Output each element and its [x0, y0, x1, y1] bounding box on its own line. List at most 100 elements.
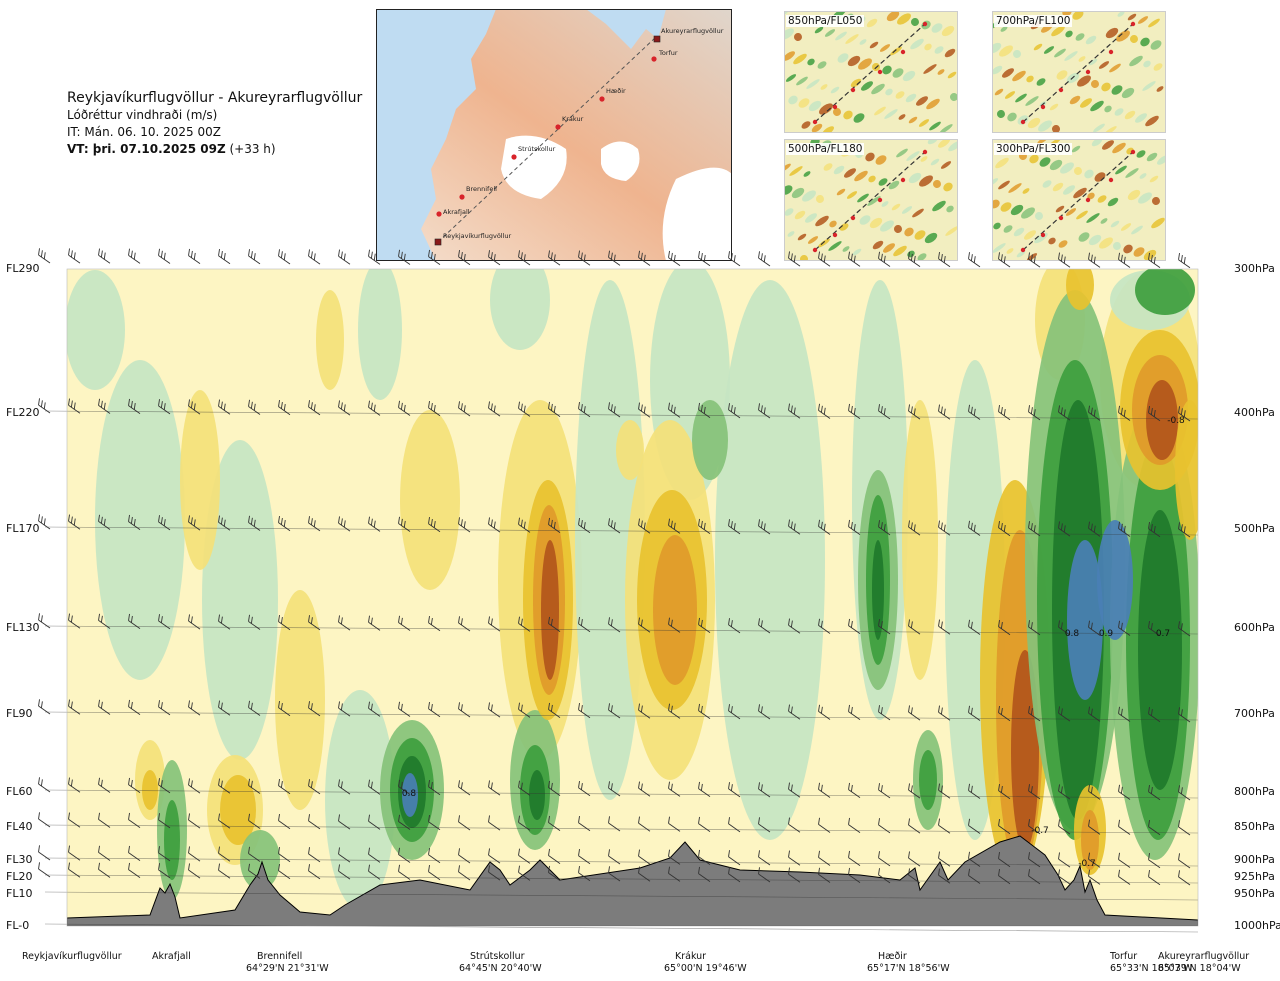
thumb-contour [1036, 78, 1046, 86]
thumb-contour [1150, 40, 1162, 50]
thumb-contour [819, 103, 833, 115]
valid-time-bold: VT: þri. 07.10.2025 09Z [67, 142, 226, 156]
wind-barb [1088, 819, 1101, 835]
thumb-contour [785, 51, 795, 61]
thumb-waypoint [1130, 21, 1136, 27]
thumb-850[interactable]: 850hPa/FL050 [784, 11, 958, 133]
wind-barb [758, 817, 771, 833]
pressure-tick-400hpa: 400hPa [1234, 406, 1275, 419]
thumb-contour [1063, 185, 1075, 195]
wind-barb [848, 251, 861, 267]
level-line-4 [44, 711, 1199, 721]
wind-barb [638, 781, 651, 797]
wind-barb [818, 618, 831, 634]
thumb-700[interactable]: 700hPa/FL100 [992, 11, 1166, 133]
wind-barb [1058, 405, 1071, 421]
wind-barb [38, 398, 51, 414]
thumb-contour [948, 140, 957, 152]
thumb-contour [824, 29, 836, 37]
thumb-contour [859, 215, 871, 225]
contour-region [325, 690, 395, 910]
wind-barb [128, 845, 141, 862]
location-4: Krákur 65°00'N 19°46'W [664, 951, 747, 975]
thumb-contour [796, 76, 808, 86]
route-points: Reykjavíkurflugvöllur Akrafjall Brennifell… [434, 27, 724, 246]
wind-barb [398, 814, 411, 830]
wind-barb [878, 404, 891, 420]
thumb-contour [1055, 205, 1065, 213]
wind-barb [1028, 405, 1041, 421]
wind-barb [98, 812, 111, 828]
wind-barb [1028, 869, 1041, 885]
thumb-contour [1146, 152, 1158, 162]
thumb-contour [785, 185, 793, 195]
wind-barb [308, 814, 321, 830]
contour-region [358, 269, 402, 400]
thumb-contour [993, 222, 1001, 230]
wind-barb [458, 848, 471, 864]
wind-barb [458, 702, 471, 718]
thumb-500[interactable]: 500hPa/FL180 [784, 139, 958, 261]
thumb-contour [1090, 100, 1104, 112]
thumb-300[interactable]: 300hPa/FL300 [992, 139, 1166, 261]
wind-barb [1118, 252, 1131, 268]
wind-barb [308, 864, 321, 880]
thumb-contour [947, 71, 957, 79]
location-name: Hæðir [878, 951, 907, 962]
thumb-contour [995, 157, 1009, 169]
wind-barb [1178, 820, 1191, 836]
thumb-contour [1099, 237, 1113, 249]
thumb-contour [807, 236, 819, 244]
thumb-contour [937, 69, 945, 75]
wind-barb [698, 781, 711, 797]
level-line-2 [44, 526, 1199, 536]
thumb-500-label: 500hPa/FL180 [786, 143, 865, 155]
thumb-contour [911, 18, 919, 26]
wind-barb [248, 249, 261, 265]
thumb-contour [805, 213, 817, 223]
wind-barb [818, 782, 831, 798]
wind-barb [248, 863, 261, 879]
thumb-contour [924, 232, 938, 244]
contour-region [95, 360, 185, 680]
thumb-contour [798, 98, 810, 108]
wind-barb [368, 400, 381, 416]
wind-barb [638, 816, 651, 832]
wind-barb [278, 778, 291, 795]
contour-region [541, 540, 559, 680]
thumb-contour [853, 113, 865, 123]
thumb-contour [869, 217, 883, 229]
thumb-contour [1100, 218, 1108, 224]
quantity-label: Lóðréttur vindhraði (m/s) [67, 108, 218, 122]
wind-barb [728, 618, 741, 634]
wind-barb [218, 846, 231, 862]
wind-barb [698, 518, 711, 534]
wind-barb [668, 402, 681, 418]
wind-barb [68, 398, 81, 414]
wind-barb [338, 847, 351, 863]
wind-barb [68, 845, 81, 861]
thumb-contour [1027, 117, 1041, 129]
thumb-waypoint [1040, 232, 1046, 238]
wind-barb [38, 248, 51, 264]
wind-barb [758, 850, 771, 866]
wind-barb [608, 781, 621, 797]
thumb-contour [852, 248, 862, 256]
thumb-contour [1000, 26, 1008, 32]
thumb-500-map [785, 140, 957, 260]
thumb-contour [1107, 197, 1119, 207]
wind-barb [128, 398, 141, 415]
wind-barb [188, 614, 201, 630]
thumb-contour [917, 253, 927, 260]
wind-barb [458, 616, 471, 632]
wind-barb [848, 403, 861, 420]
map-point-label: Torfur [658, 49, 678, 57]
thumb-contour [924, 43, 932, 51]
wind-barb [968, 783, 981, 799]
thumb-contour [1149, 175, 1159, 183]
thumb-waypoint [922, 149, 928, 155]
thumb-contour [998, 180, 1010, 190]
thumb-contour [1091, 80, 1099, 88]
wind-barb [1058, 252, 1071, 268]
location-5: Hæðir 65°17'N 18°56'W [867, 951, 950, 975]
